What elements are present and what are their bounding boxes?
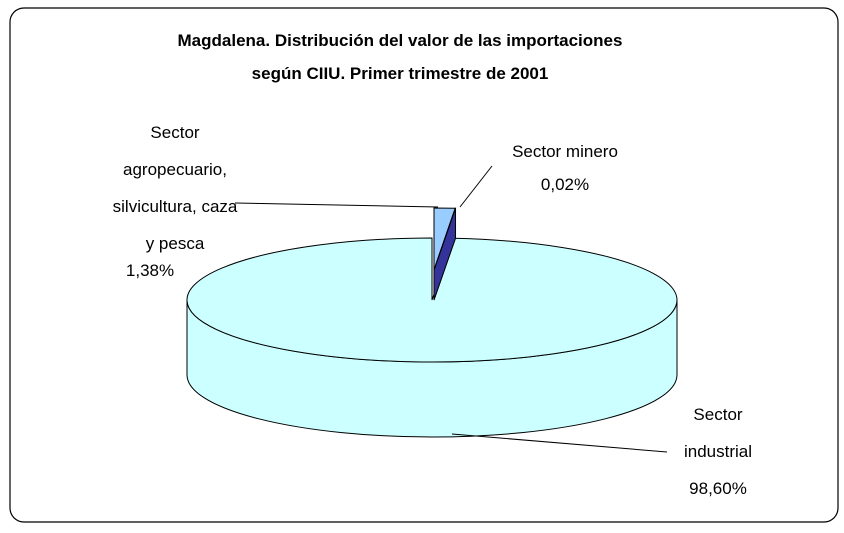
slice-value-label: 98,60% — [689, 479, 747, 498]
pie-slice — [186, 237, 678, 363]
leader-line — [234, 202, 439, 208]
chart-title: Magdalena. Distribución del valor de las… — [177, 31, 623, 50]
slice-label: Sector agropecuario, silvicultura, caza … — [112, 123, 238, 253]
slice-value-label: 0,02% — [540, 175, 590, 194]
leader-line — [459, 165, 493, 208]
chart-subtitle: según CIIU. Primer trimestre de 2001 — [251, 64, 549, 83]
leader-line — [451, 433, 668, 453]
slice-label: Sector minero — [512, 142, 618, 161]
slice-label: Sector industrial — [683, 405, 753, 461]
pie-slice — [433, 207, 457, 271]
slice-value-label: 1,38% — [125, 261, 175, 280]
